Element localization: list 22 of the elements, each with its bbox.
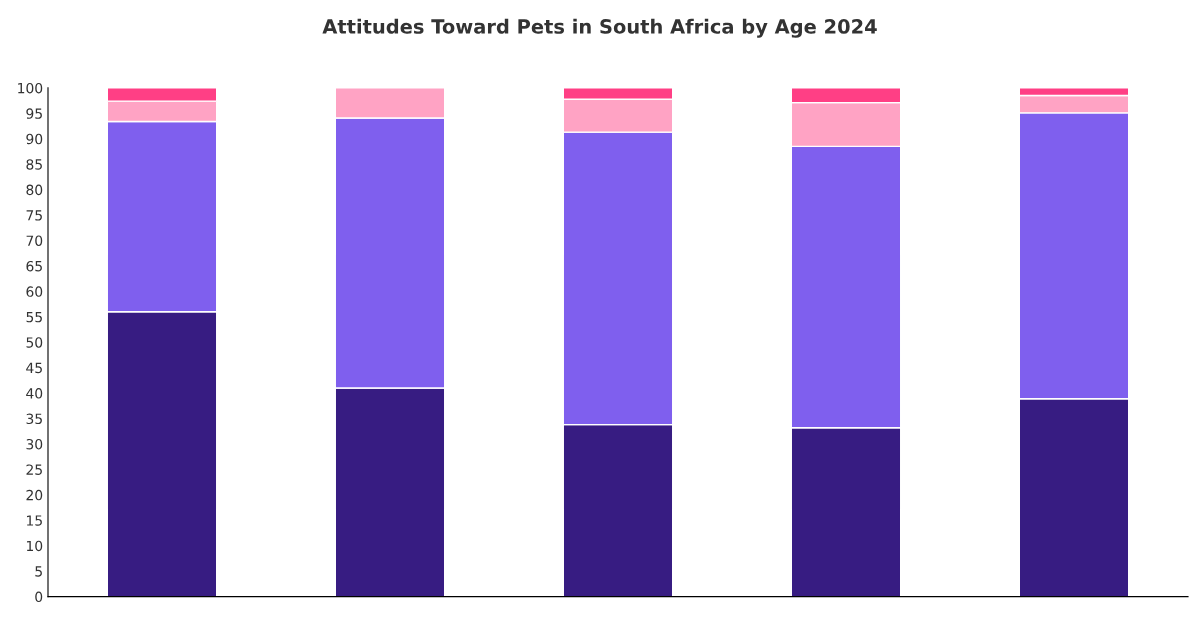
- y-tick-label: 80: [26, 184, 43, 196]
- y-tick-label: 45: [26, 362, 42, 374]
- y-tick-label: 50: [26, 337, 43, 348]
- y-tick-label: 25: [26, 464, 42, 475]
- y-tick-label: 70: [26, 235, 43, 246]
- y-tick-label: 40: [26, 388, 43, 399]
- y-tick-label: 100: [18, 82, 43, 94]
- y-tick-label: 0: [35, 591, 43, 603]
- y-tick-label: 65: [26, 260, 42, 272]
- y-tick-label: 95: [26, 108, 42, 119]
- y-tick-label: 20: [26, 489, 43, 501]
- y-tick-label: 60: [26, 286, 43, 297]
- y-tick-label: 30: [26, 438, 43, 450]
- y-tick-label: 55: [26, 311, 42, 323]
- chart-title: Attitudes Toward Pets in South Africa by Age 2024: [322, 18, 877, 38]
- y-tick-label: 10: [26, 540, 43, 552]
- y-tick-label: 5: [35, 566, 42, 577]
- y-tick-label: 15: [26, 515, 42, 526]
- y-tick-label: 90: [26, 133, 43, 145]
- y-tick-label: 85: [26, 159, 42, 170]
- y-tick-label: 35: [26, 413, 42, 425]
- y-tick-label: 75: [26, 210, 42, 221]
